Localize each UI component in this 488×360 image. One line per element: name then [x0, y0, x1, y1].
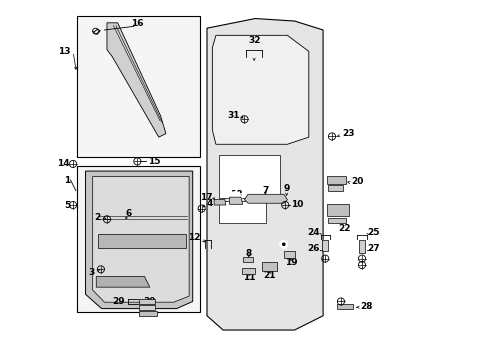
- Polygon shape: [283, 251, 294, 258]
- Text: 4: 4: [206, 199, 212, 208]
- Polygon shape: [219, 202, 265, 223]
- Polygon shape: [212, 35, 308, 144]
- Polygon shape: [328, 185, 342, 191]
- Text: 11: 11: [242, 273, 255, 282]
- Text: 7: 7: [262, 186, 268, 195]
- Text: 26: 26: [306, 244, 319, 253]
- Polygon shape: [337, 304, 352, 309]
- Polygon shape: [358, 240, 365, 253]
- Text: 12: 12: [188, 233, 201, 242]
- Text: 19: 19: [284, 258, 297, 267]
- Text: 23: 23: [342, 129, 354, 138]
- Polygon shape: [96, 276, 149, 287]
- Bar: [77, 16, 200, 157]
- Polygon shape: [93, 176, 189, 302]
- Text: 31: 31: [227, 111, 240, 120]
- Polygon shape: [139, 298, 155, 304]
- Polygon shape: [139, 305, 155, 310]
- Polygon shape: [206, 18, 323, 330]
- Polygon shape: [261, 262, 276, 271]
- Polygon shape: [326, 204, 348, 216]
- Circle shape: [229, 192, 242, 204]
- Text: 10: 10: [290, 200, 303, 209]
- Polygon shape: [328, 217, 346, 223]
- Text: 16: 16: [131, 19, 143, 28]
- Text: 13: 13: [58, 47, 70, 56]
- Text: 9: 9: [283, 184, 289, 193]
- Text: 30: 30: [143, 297, 155, 306]
- Polygon shape: [242, 267, 255, 274]
- Polygon shape: [242, 257, 253, 262]
- Text: 1: 1: [64, 176, 70, 185]
- Polygon shape: [229, 197, 242, 204]
- Text: 8: 8: [245, 249, 251, 258]
- Circle shape: [279, 240, 287, 249]
- Text: 18: 18: [230, 190, 243, 199]
- Text: 25: 25: [367, 228, 380, 237]
- Text: 17: 17: [199, 193, 212, 202]
- Text: 29: 29: [112, 297, 124, 306]
- Polygon shape: [326, 176, 346, 184]
- Text: 21: 21: [263, 271, 275, 280]
- Polygon shape: [214, 200, 225, 205]
- Polygon shape: [85, 171, 192, 309]
- Text: 24: 24: [306, 228, 319, 237]
- Text: 3: 3: [88, 268, 94, 277]
- Text: 2: 2: [94, 213, 100, 222]
- Text: 27: 27: [367, 244, 380, 253]
- Text: 20: 20: [351, 177, 363, 186]
- Text: 32: 32: [247, 36, 260, 45]
- Polygon shape: [98, 234, 185, 248]
- Text: 6: 6: [125, 210, 131, 219]
- Polygon shape: [139, 311, 157, 316]
- Text: 28: 28: [360, 302, 372, 311]
- Polygon shape: [322, 240, 328, 251]
- Polygon shape: [107, 23, 165, 137]
- Circle shape: [282, 243, 285, 246]
- Polygon shape: [219, 155, 280, 198]
- Bar: [77, 166, 200, 312]
- Text: 15: 15: [148, 157, 160, 166]
- Text: 22: 22: [338, 224, 350, 233]
- Text: 14: 14: [57, 159, 69, 168]
- Text: 5: 5: [64, 201, 70, 210]
- Polygon shape: [244, 194, 287, 203]
